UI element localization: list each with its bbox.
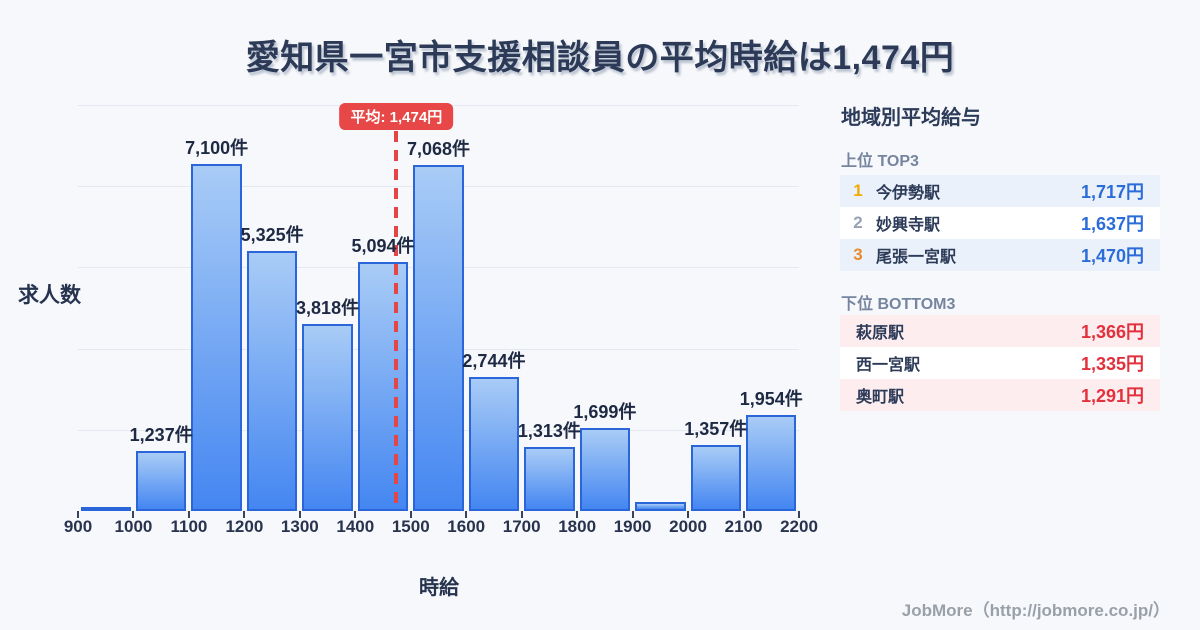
- bar-value-label: 2,744件: [462, 350, 526, 371]
- x-axis-tick: [409, 511, 412, 518]
- bar-value-label: 3,818件: [296, 298, 360, 319]
- histogram-bar: [357, 261, 409, 511]
- top3-row: 2 妙興寺駅 1,637円: [840, 207, 1160, 239]
- bar-value-label: 1,237件: [129, 424, 193, 445]
- bar-value-label: 5,325件: [240, 224, 304, 245]
- top3-row: 3 尾張一宮駅 1,470円: [840, 239, 1160, 271]
- page-title: 愛知県一宮市支援相談員の平均時給は1,474円: [245, 39, 955, 77]
- station-name: 妙興寺駅: [876, 217, 941, 234]
- bar-value-label: 1,357件: [684, 418, 748, 439]
- x-axis-tick: [243, 511, 246, 518]
- x-axis-tick: [576, 511, 579, 518]
- bar-value-label: 1,954件: [739, 389, 803, 410]
- histogram-bar: [191, 163, 242, 511]
- bottom3-table: 萩原駅 1,366円西一宮駅 1,335円奥町駅 1,291円: [840, 315, 1160, 411]
- station-name: 奥町駅: [856, 389, 905, 406]
- x-axis-tick: [798, 511, 800, 518]
- rank-number: 2: [853, 213, 863, 232]
- station-name: 今伊勢駅: [876, 185, 941, 202]
- histogram-bar: [413, 165, 464, 511]
- x-tick-label: 1500: [391, 517, 430, 536]
- bar-value-label: 1,313件: [517, 420, 581, 441]
- bottom3-section-label: 下位 BOTTOM3: [841, 296, 956, 313]
- x-axis-tick: [298, 511, 301, 518]
- x-tick-label: 1900: [613, 517, 652, 536]
- average-line: [394, 131, 399, 511]
- bar-value-label: 7,100件: [185, 137, 249, 158]
- station-name: 尾張一宮駅: [876, 249, 957, 266]
- rank-number: 3: [853, 245, 863, 264]
- salary-value: 1,366円: [1080, 322, 1144, 342]
- histogram-bar: [690, 444, 742, 511]
- bar-value-label: 7,068件: [406, 139, 471, 160]
- histogram-bar: [579, 427, 631, 511]
- x-axis-label: 時給: [419, 577, 459, 599]
- plot-area: 1,237件 7,100件 5,325件 3,818件 5,094件 7,068件 2,74…: [64, 103, 818, 536]
- salary-value: 1,335円: [1080, 354, 1144, 374]
- x-tick-label: 2200: [780, 517, 818, 536]
- x-tick-label: 1200: [225, 517, 264, 536]
- panel-title: 地域別平均給与: [841, 107, 981, 129]
- salary-value: 1,291円: [1080, 386, 1144, 406]
- histogram-bar: [246, 250, 298, 511]
- footer-credit: JobMore（http://jobmore.co.jp/）: [901, 601, 1170, 620]
- x-tick-label: 1100: [170, 517, 208, 536]
- bottom3-row: 奥町駅 1,291円: [840, 379, 1160, 411]
- station-name: 西一宮駅: [856, 357, 921, 374]
- x-tick-label: 1400: [336, 517, 375, 536]
- x-tick-label: 1300: [280, 517, 319, 536]
- x-tick-label: 2100: [724, 517, 763, 536]
- top3-section-label: 上位 TOP3: [841, 153, 919, 170]
- x-axis-tick: [520, 511, 523, 518]
- bottom3-row: 萩原駅 1,366円: [840, 315, 1160, 347]
- rank-number: 1: [853, 181, 863, 200]
- bottom3-row: 西一宮駅 1,335円: [840, 347, 1160, 379]
- x-axis-tick: [187, 511, 190, 518]
- salary-value: 1,717円: [1080, 182, 1144, 202]
- x-axis-tick: [354, 511, 357, 518]
- average-badge: 平均: 1,474円: [339, 103, 454, 130]
- histogram-bar: [468, 376, 520, 511]
- histogram-bar: [746, 415, 797, 511]
- histogram-bar: [80, 507, 131, 511]
- x-axis-tick: [687, 511, 690, 518]
- x-axis-tick: [132, 511, 135, 518]
- x-axis-tick: [631, 511, 634, 518]
- x-axis-tick: [742, 511, 745, 518]
- salary-value: 1,470円: [1080, 246, 1144, 266]
- x-tick-label: 1000: [114, 517, 153, 536]
- histogram-bar: [302, 324, 353, 511]
- x-axis-tick: [465, 511, 468, 518]
- x-tick-label: 900: [63, 517, 93, 536]
- bar-value-label: 1,699件: [573, 401, 637, 422]
- histogram-bar: [135, 450, 187, 511]
- x-axis-tick: [77, 511, 79, 518]
- y-axis-label: 求人数: [18, 284, 81, 307]
- bar-value-label: 5,094件: [351, 235, 415, 256]
- station-name: 萩原駅: [856, 325, 905, 342]
- top3-table: 1 今伊勢駅 1,717円 2 妙興寺駅 1,637円 3 尾張一宮駅 1,470円: [840, 175, 1160, 271]
- x-tick-label: 1800: [558, 517, 597, 536]
- x-tick-label: 1700: [502, 517, 541, 536]
- x-tick-label: 1600: [447, 517, 486, 536]
- histogram-bar: [524, 446, 575, 511]
- salary-value: 1,637円: [1080, 214, 1144, 234]
- top3-row: 1 今伊勢駅 1,717円: [840, 175, 1160, 207]
- histogram-bar: [635, 502, 686, 511]
- x-tick-label: 2000: [669, 517, 707, 536]
